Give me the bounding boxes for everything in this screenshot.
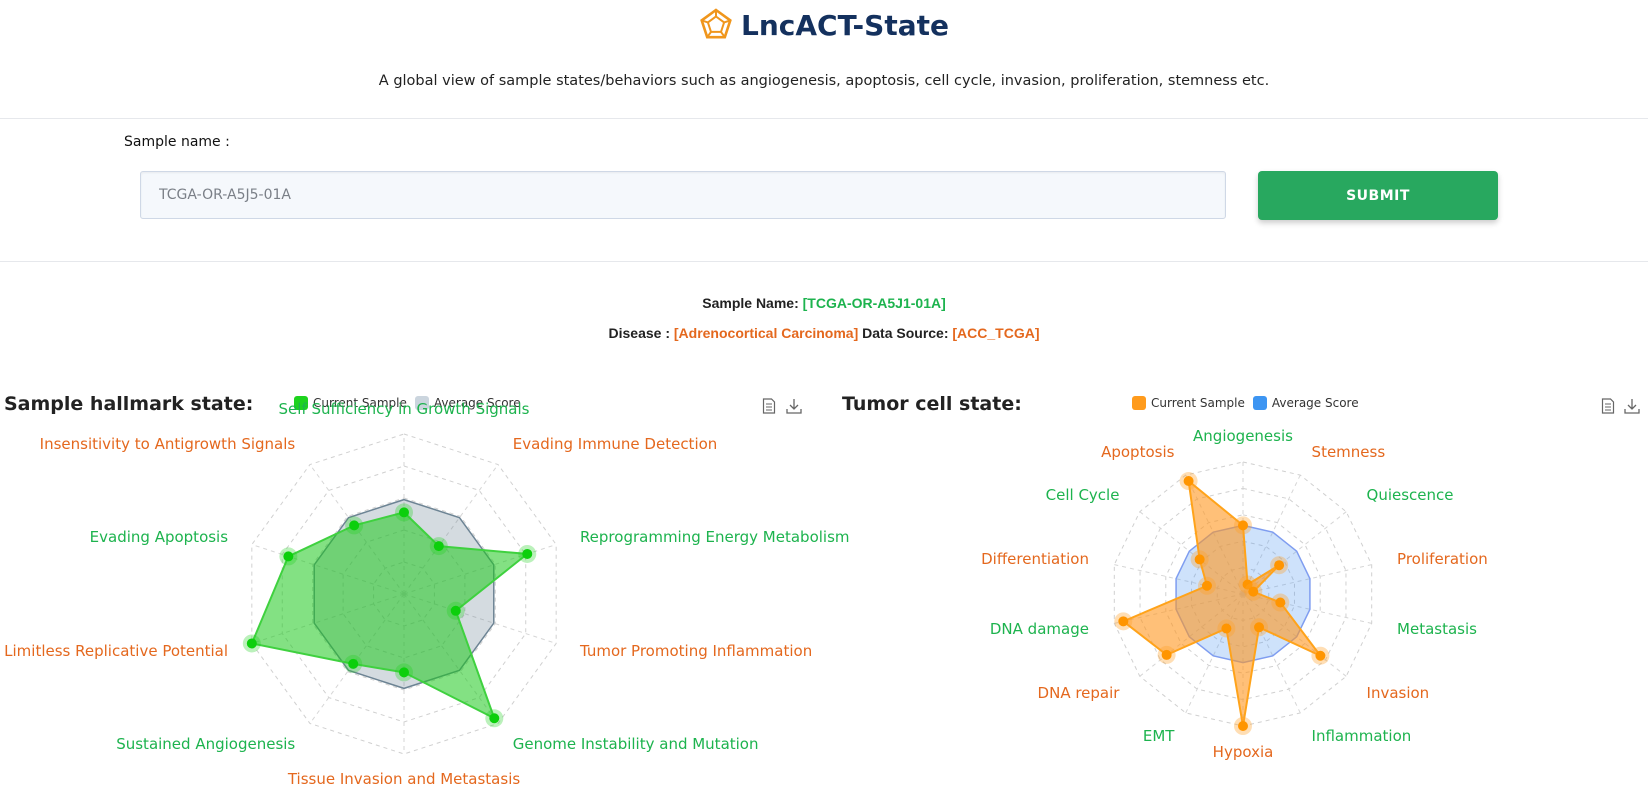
sample-name-label: Sample name : [124,134,230,150]
legend-swatch [294,396,308,410]
radar-grid-ring [1165,514,1321,674]
axis-label: Genome Instability and Mutation [512,734,759,753]
app-title: LncACT-State [740,8,950,42]
submit-button[interactable]: SUBMIT [1258,171,1498,220]
tumor-legend: Current Sample Average Score [1132,396,1359,410]
legend-average-score[interactable]: Average Score [414,396,521,410]
legend-swatch [414,396,429,410]
page-subtitle: A global view of sample states/behaviors… [378,73,1270,89]
data-point [1201,580,1212,591]
axis-label: Angiogenesis [1193,427,1293,445]
data-point [1238,721,1248,731]
legend-swatch [1252,396,1267,410]
legend-label: Current Sample [313,396,407,410]
axis-label: Invasion [1366,683,1430,702]
legend-label: Average Score [433,396,521,410]
sample-name-key: Sample Name: [702,295,799,311]
data-point [1161,649,1172,660]
radar-spoke [1242,593,1372,624]
disease-key: Disease : [608,325,670,341]
axis-label: DNA damage [989,620,1089,639]
radar-spoke [1114,564,1244,595]
axis-label: Hypoxia [1212,743,1274,761]
axis-label: EMT [1142,727,1175,746]
legend-label: Average Score [1271,396,1359,410]
axis-label: Differentiation [981,549,1089,568]
radar-spoke [1242,593,1301,714]
axis-label: Apoptosis [1101,442,1175,461]
hallmark-chart-title: Sample hallmark state: [4,393,254,415]
data-point [348,658,359,669]
axis-label: Sustained Angiogenesis [116,734,296,753]
data-point [399,507,409,518]
axis-label: Evading Apoptosis [89,527,229,546]
sample-name-value: [TCGA-OR-A5J1-01A] [802,295,946,311]
document-icon[interactable] [1601,398,1615,419]
data-point [246,638,257,649]
radar-grid-ring [1191,540,1295,648]
data-point [1274,560,1285,571]
axis-label: Reprogramming Energy Metabolism [579,527,850,546]
radar-spoke [1139,511,1244,595]
data-point [450,605,461,616]
legend-average-score[interactable]: Average Score [1252,396,1359,410]
data-point [1254,622,1265,633]
axis-label: Evading Immune Detection [512,435,718,454]
data-point [1242,579,1253,590]
pentagon-logo-icon [700,8,732,39]
legend-current-sample[interactable]: Current Sample [1132,396,1245,410]
data-point [1315,650,1326,661]
divider [0,118,1648,119]
axis-label: Inflammation [1311,727,1412,746]
download-icon[interactable] [1624,398,1640,419]
radar-spoke [1242,474,1301,595]
axis-label: Self Sufficiency in Growth Signals [278,400,530,418]
data-point [522,548,533,559]
radar-spoke [1242,511,1347,595]
axis-label: Limitless Replicative Potential [4,642,229,661]
brand: LncACT-State [0,6,1648,44]
data-point [433,541,444,552]
sample-info-line: Sample Name: [TCGA-OR-A5J1-01A] [0,295,1648,311]
data-source-value: [ACC_TCGA] [952,325,1040,341]
axis-label: Cell Cycle [1045,486,1120,505]
data-source-key: Data Source: [862,325,949,341]
data-point [399,667,409,678]
axis-label: Metastasis [1397,620,1477,639]
document-icon[interactable] [762,398,776,419]
radar-spoke [1242,564,1372,595]
hallmark-legend: Current Sample Average Score [294,396,521,410]
legend-label: Current Sample [1151,396,1245,410]
data-point [1238,520,1248,531]
data-point [1118,616,1129,627]
data-point [283,551,294,562]
radar-grid-ring [251,433,557,755]
data-point [1221,623,1232,634]
tumor-chart-title: Tumor cell state: [842,393,1022,415]
data-point [349,520,360,531]
axis-label: Tissue Invasion and Metastasis [287,770,521,788]
axis-label: Insensitivity to Antigrowth Signals [39,435,296,454]
legend-swatch [1132,396,1146,410]
data-point [1183,476,1194,487]
axis-label: Quiescence [1366,486,1454,505]
axis-label: Proliferation [1397,549,1488,568]
axis-label: DNA repair [1037,683,1120,702]
download-icon[interactable] [786,398,802,419]
sample-name-input[interactable] [140,171,1226,219]
axis-label: Tumor Promoting Inflammation [579,642,813,661]
data-point [1248,586,1259,597]
axis-label: Stemness [1311,442,1386,461]
data-point [489,713,500,724]
disease-info-line: Disease : [Adrenocortical Carcinoma] Dat… [0,325,1648,341]
legend-current-sample[interactable]: Current Sample [294,396,407,410]
data-point [1275,597,1286,608]
data-point [1194,554,1205,565]
radar-spoke [1185,593,1244,714]
divider [0,261,1648,262]
disease-value: [Adrenocortical Carcinoma] [673,325,859,341]
